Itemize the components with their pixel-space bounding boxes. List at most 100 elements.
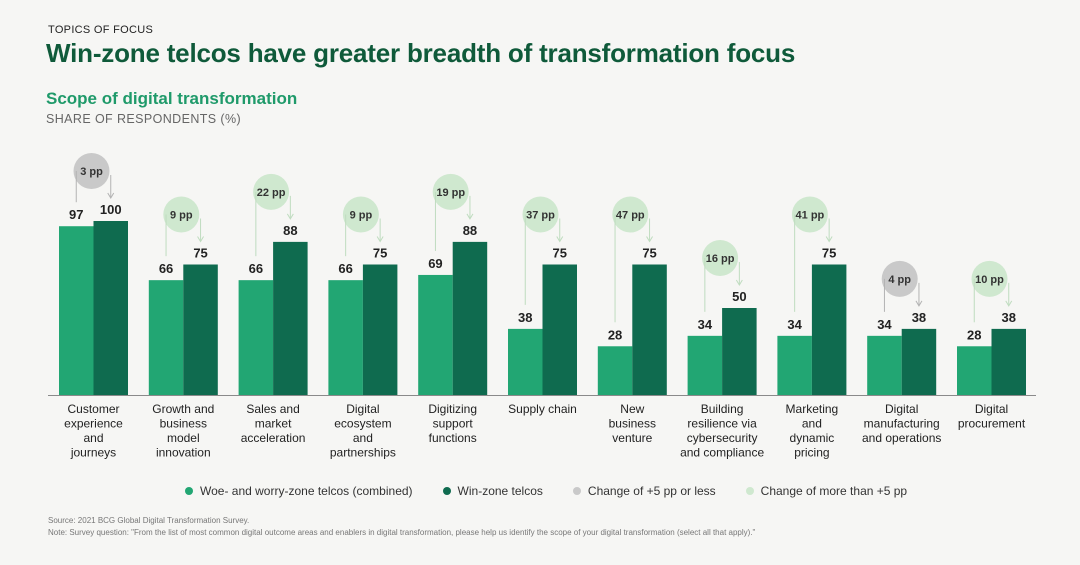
data-label-win: 50 <box>732 289 746 304</box>
change-label: 10 pp <box>975 274 1004 286</box>
category-label-line: ecosystem <box>334 417 391 431</box>
category-label-line: venture <box>612 431 652 445</box>
data-label-win: 75 <box>822 246 836 261</box>
data-label-woe: 66 <box>338 261 352 276</box>
category-label-line: Digitizing <box>428 402 477 416</box>
category-label-line: support <box>433 417 474 431</box>
source-note: Source: 2021 BCG Global Digital Transfor… <box>48 516 250 525</box>
bar-woe <box>777 335 812 395</box>
connector-arrow-icon <box>556 236 564 243</box>
bar-woe <box>328 280 363 395</box>
category-label-line: partnerships <box>330 446 396 460</box>
category-label-line: Supply chain <box>508 402 577 416</box>
category-label: Growth and business model innovation <box>152 402 214 460</box>
change-bubble-large <box>791 196 828 233</box>
legend-swatch-woe <box>185 487 193 495</box>
category-label-line: model <box>167 431 200 445</box>
change-bubble-large <box>971 260 1008 297</box>
connector-arrow-icon <box>915 300 923 307</box>
category-label-line: dynamic <box>790 431 835 445</box>
legend-label-change-small: Change of +5 pp or less <box>587 484 716 498</box>
bar-win <box>811 264 847 395</box>
category-label: Supply chain <box>508 402 577 416</box>
category-label-line: acceleration <box>241 431 306 445</box>
bar-woe <box>867 335 902 395</box>
data-label-woe: 34 <box>787 317 802 332</box>
bar-woe <box>59 226 94 395</box>
connector-arrow-icon <box>1005 300 1013 307</box>
data-label-woe: 97 <box>69 207 83 222</box>
chart-units-label: SHARE OF RESPONDENTS (%) <box>46 112 242 126</box>
data-label-win: 88 <box>283 223 297 238</box>
data-label-win: 100 <box>100 202 122 217</box>
category-label-line: Digital <box>346 402 379 416</box>
category-label-line: innovation <box>156 446 211 460</box>
page-title: Win-zone telcos have greater breadth of … <box>46 38 796 68</box>
change-label: 3 pp <box>80 166 103 178</box>
category-label: Customer experience and journeys <box>64 402 123 460</box>
bar-woe <box>508 328 543 395</box>
data-label-win: 75 <box>553 246 567 261</box>
legend-label-change-large: Change of more than +5 pp <box>760 484 908 498</box>
data-label-woe: 34 <box>698 317 713 332</box>
category-label-line: New <box>620 402 644 416</box>
change-bubble-large <box>163 196 200 233</box>
bar-woe <box>597 346 633 395</box>
bar-win <box>991 328 1026 395</box>
change-bubble-large <box>702 240 739 276</box>
legend-swatch-win <box>442 487 451 495</box>
change-bubble-large <box>612 196 649 233</box>
category-label-line: resilience via <box>687 417 757 431</box>
change-bubble-small <box>881 260 918 297</box>
change-label: 37 pp <box>526 210 555 222</box>
change-label: 47 pp <box>616 210 645 222</box>
category-label: Marketing and dynamic pricing <box>786 402 839 460</box>
bar-chart: 97 100 3 pp Customer experience and journeys 66… <box>48 153 1036 460</box>
category-label-line: business <box>609 417 656 431</box>
category-label-line: Digital <box>885 402 918 416</box>
category-label: New business venture <box>609 402 656 445</box>
bar-win <box>901 328 937 395</box>
connector-arrow-icon <box>376 236 384 243</box>
category-label-line: and operations <box>862 431 941 445</box>
connector-arrow-icon <box>466 213 474 220</box>
change-label: 9 pp <box>170 210 193 222</box>
category-label-line: functions <box>429 431 477 445</box>
category-label-line: and <box>353 431 373 445</box>
data-label-woe: 28 <box>967 327 981 342</box>
category-label-line: Customer <box>67 402 119 416</box>
bar-woe <box>238 280 274 395</box>
change-bubble-small <box>73 153 110 189</box>
category-label-line: and <box>83 431 103 445</box>
category-label: Digital procurement <box>958 402 1026 431</box>
data-label-win: 75 <box>373 246 387 261</box>
data-label-woe: 69 <box>428 256 442 271</box>
bar-woe <box>687 335 723 395</box>
data-label-woe: 66 <box>249 261 263 276</box>
category-label: Digitizing support functions <box>428 402 477 445</box>
data-label-woe: 28 <box>608 327 622 342</box>
eyebrow-label: TOPICS OF FOCUS <box>48 24 154 36</box>
data-label-win: 75 <box>193 246 207 261</box>
change-label: 16 pp <box>706 253 735 265</box>
category-label-line: Sales and <box>246 402 299 416</box>
legend-label-win: Win-zone telcos <box>457 484 543 498</box>
change-bubble-large <box>522 196 559 233</box>
data-label-win: 88 <box>463 223 477 238</box>
change-label: 19 pp <box>436 187 465 199</box>
category-label-line: and <box>802 417 822 431</box>
data-label-win: 38 <box>912 310 926 325</box>
category-label-line: experience <box>64 417 123 431</box>
chart-subtitle: Scope of digital transformation <box>46 89 298 108</box>
bar-win <box>452 241 488 395</box>
bar-woe <box>148 280 184 395</box>
bar-win <box>362 264 398 395</box>
change-bubble-large <box>342 196 379 233</box>
bar-win <box>93 221 128 395</box>
connector-arrow-icon <box>735 279 743 286</box>
legend-swatch-change-small <box>572 487 581 495</box>
bar-win <box>273 241 308 395</box>
legend-swatch-change-large <box>745 487 754 495</box>
change-bubble-large <box>432 173 469 210</box>
bar-woe <box>418 274 453 395</box>
